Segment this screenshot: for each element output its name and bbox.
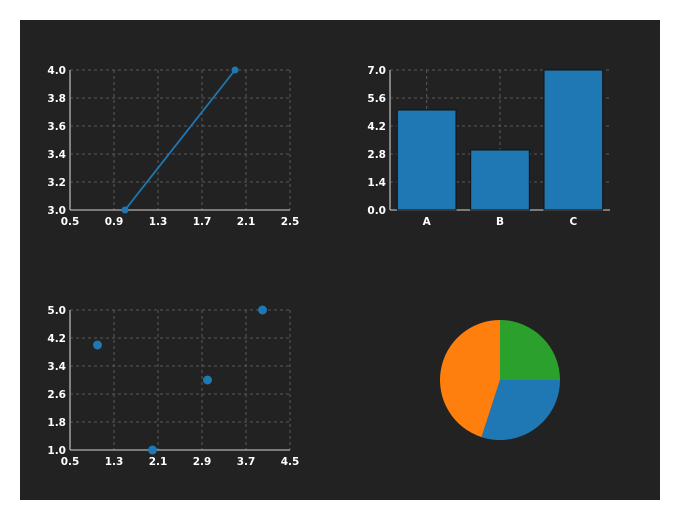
y-tick-label: 3.8 [47, 93, 66, 105]
x-tick-label: 3.7 [237, 456, 256, 468]
y-tick-label: 3.6 [47, 121, 66, 133]
x-tick-label: C [569, 216, 577, 228]
line-point [121, 206, 129, 214]
y-tick-label: 4.2 [47, 333, 66, 345]
y-tick-label: 3.2 [47, 177, 66, 189]
y-tick-label: 5.6 [367, 93, 386, 105]
x-tick-label: B [496, 216, 504, 228]
scatter-point [258, 305, 267, 315]
y-tick-label: 1.8 [47, 417, 66, 429]
x-tick-label: 4.5 [281, 456, 300, 468]
scatter-point [148, 445, 157, 455]
x-tick-label: 2.1 [149, 456, 168, 468]
x-tick-label: 0.5 [61, 216, 80, 228]
y-tick-label: 4.0 [47, 65, 66, 77]
y-tick-label: 5.0 [47, 305, 66, 317]
x-tick-label: 1.3 [105, 456, 124, 468]
y-tick-label: 0.0 [367, 205, 386, 217]
line-point [231, 66, 239, 74]
x-tick-label: 2.1 [237, 216, 256, 228]
bar-C [543, 69, 604, 211]
x-tick-label: 0.5 [61, 456, 80, 468]
pie-slice [481, 380, 560, 440]
pie-slice [440, 320, 500, 438]
bar-B [470, 149, 530, 211]
y-tick-label: 3.4 [47, 361, 66, 373]
chart-3-axes [69, 309, 291, 451]
y-tick-label: 1.0 [47, 445, 66, 457]
bar-A [396, 109, 457, 211]
chart-1-axes [69, 69, 291, 211]
line-series [124, 69, 236, 211]
scatter-point [203, 375, 212, 385]
y-tick-label: 3.0 [47, 205, 66, 217]
y-tick-label: 3.4 [47, 149, 66, 161]
y-tick-label: 2.8 [367, 149, 386, 161]
x-tick-label: 0.9 [105, 216, 124, 228]
y-tick-label: 7.0 [367, 65, 386, 77]
x-tick-label: 1.7 [193, 216, 212, 228]
x-tick-label: 2.9 [193, 456, 212, 468]
x-tick-label: 1.3 [149, 216, 168, 228]
y-tick-label: 4.2 [367, 121, 386, 133]
y-tick-label: 1.4 [367, 177, 386, 189]
x-tick-label: 2.5 [281, 216, 300, 228]
scatter-point [93, 340, 102, 350]
y-tick-label: 2.6 [47, 389, 66, 401]
x-tick-label: A [423, 216, 432, 228]
pie-slice [500, 320, 560, 380]
